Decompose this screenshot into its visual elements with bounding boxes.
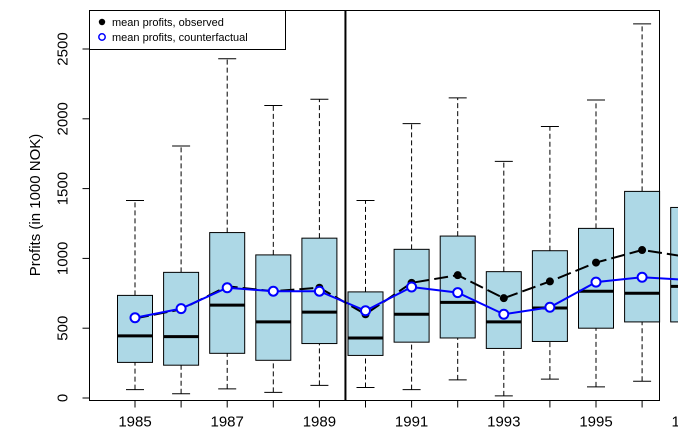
legend-item: mean profits, observed [98,17,224,29]
box-1996 [624,23,661,382]
x-tick-label: 1995 [579,414,612,431]
box-1985 [117,199,153,391]
box-1993 [485,160,522,397]
box-iqr [670,206,678,323]
legend-marker [98,33,106,41]
box-iqr [485,271,522,349]
legend-label: mean profits, counterfactual [112,32,248,44]
box-1992 [439,97,476,381]
x-tick-label: 1985 [118,414,151,431]
box-1995 [578,99,614,388]
data-point [638,246,647,255]
legend-item: mean profits, counterfactual [98,32,248,44]
legend-marker [98,18,106,26]
box-1991 [393,123,430,391]
series-layer [129,246,678,324]
box-1990 [347,199,384,389]
data-point [360,305,371,317]
data-point [221,282,233,294]
legend-box [89,10,286,50]
y-tick-label: 1500 [55,172,72,205]
y-axis: 0 500 1000 1500 2000 2500 [55,32,90,402]
y-tick-label: 2500 [55,32,72,65]
data-point [498,308,510,320]
series-counterfactual [129,271,678,324]
data-point [545,277,554,286]
box-iqr [163,271,200,366]
x-tick-label: 1987 [211,414,244,431]
box-iqr [393,248,430,343]
data-point [313,285,325,297]
data-point [129,312,141,324]
legend-label: mean profits, observed [112,17,224,29]
box-iqr [624,190,661,323]
box-1986 [163,145,200,395]
legend: mean profits, observed mean profits, coun… [89,10,286,50]
box-iqr [439,235,476,339]
box-1988 [255,105,292,393]
x-tick-label: 1993 [487,414,520,431]
data-point [499,294,508,303]
box-1989 [301,98,338,386]
y-tick-label: 1000 [55,242,72,275]
box-iqr [347,291,384,356]
x-tick-label: 1989 [303,414,336,431]
data-point [406,281,418,293]
box-iqr [531,250,568,342]
data-point [175,303,187,315]
y-tick-label: 0 [55,394,72,402]
data-point [592,258,600,267]
data-point [636,271,648,283]
box-iqr [255,254,292,361]
data-point [590,276,602,288]
box-1994 [531,125,568,380]
plot-frame [89,10,660,401]
x-tick-label: 1997 [672,414,678,431]
y-tick-label: 2000 [55,102,72,135]
box-iqr [117,294,153,363]
x-tick-label: 1991 [395,414,428,431]
x-axis: 1985 1987 1989 1991 1993 1995 1997 [118,400,678,431]
data-point [453,271,462,280]
boxes-layer [117,23,678,397]
box-1997 [670,206,678,323]
data-point [267,285,279,297]
data-point [452,287,464,299]
y-axis-title: Profits (in 1000 NOK) [27,134,44,277]
data-point [544,301,556,313]
y-tick-label: 500 [55,316,72,341]
box-1987 [209,58,246,390]
